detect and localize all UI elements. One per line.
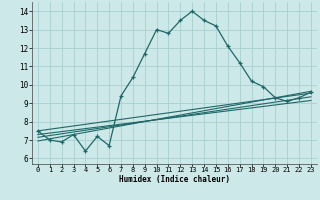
X-axis label: Humidex (Indice chaleur): Humidex (Indice chaleur) xyxy=(119,175,230,184)
